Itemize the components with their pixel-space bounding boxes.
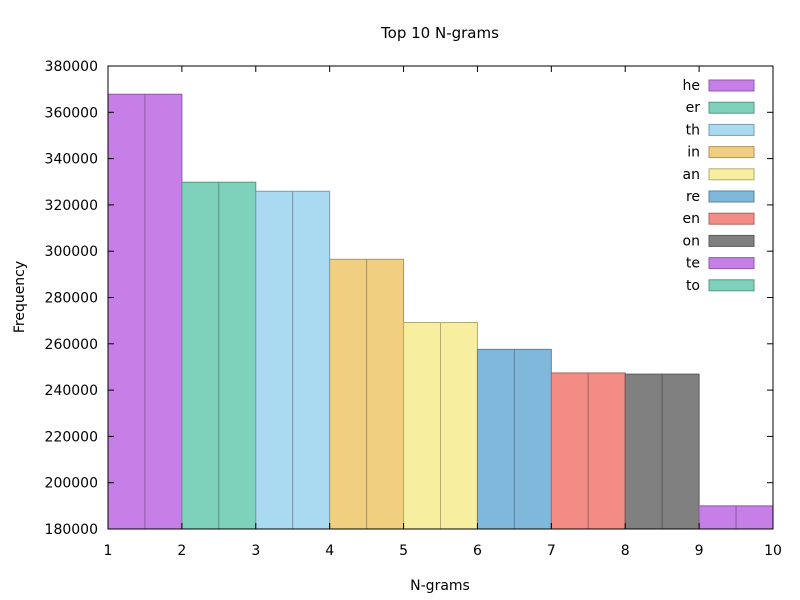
y-tick-label: 220000 <box>45 429 98 445</box>
legend-label-er: er <box>686 100 701 116</box>
legend-swatch-th <box>708 123 755 136</box>
bar-en-1 <box>550 372 589 530</box>
legend-label-te: te <box>686 256 700 272</box>
x-tick-label: 8 <box>621 543 630 559</box>
x-tick-label: 2 <box>177 543 186 559</box>
bar-in-1 <box>329 258 368 530</box>
bar-te-1 <box>698 505 737 530</box>
legend-swatch-to <box>708 279 755 292</box>
legend-label-in: in <box>687 145 700 161</box>
bar-on-2 <box>661 373 700 530</box>
bar-er-2 <box>218 181 257 530</box>
bar-re-2 <box>513 348 552 530</box>
bar-re-1 <box>476 348 515 530</box>
legend-swatch-he <box>708 79 755 92</box>
y-tick-label: 280000 <box>45 291 98 307</box>
legend-swatch-on <box>708 234 755 247</box>
x-tick-label: 7 <box>547 543 556 559</box>
bar-te-2 <box>735 505 774 530</box>
y-tick-label: 340000 <box>45 152 98 168</box>
legend-swatch-in <box>708 146 755 159</box>
bar-er-1 <box>181 181 220 530</box>
legend-label-he: he <box>683 78 701 94</box>
x-tick-label: 4 <box>325 543 334 559</box>
bar-he-1 <box>107 93 146 530</box>
legend-label-th: th <box>686 122 700 138</box>
x-axis: 1 2 3 4 5 6 7 8 9 10 <box>104 66 782 559</box>
x-tick-label: 1 <box>104 543 113 559</box>
chart-title: Top 10 N-grams <box>380 24 499 42</box>
bar-on-1 <box>624 373 663 530</box>
bar-th-1 <box>255 190 294 530</box>
legend-swatch-re <box>708 190 755 203</box>
bar-en-2 <box>587 372 626 530</box>
x-axis-label: N-grams <box>410 578 470 594</box>
y-tick-label: 300000 <box>45 244 98 260</box>
y-axis: 180000 200000 220000 240000 260000 280000 3000… <box>45 59 773 538</box>
legend-swatch-er <box>708 101 755 114</box>
bar-he-2 <box>144 93 183 530</box>
bar-th-2 <box>292 190 331 530</box>
x-tick-label: 6 <box>473 543 482 559</box>
legend-swatch-te <box>708 257 755 270</box>
y-tick-label: 200000 <box>45 476 98 492</box>
x-tick-label: 5 <box>399 543 408 559</box>
bar-an-1 <box>403 322 441 530</box>
legend-swatch-an <box>708 168 755 181</box>
y-tick-label: 260000 <box>45 337 98 353</box>
x-tick-label: 10 <box>764 543 782 559</box>
legend-label-to: to <box>686 278 700 294</box>
bars-group <box>107 93 774 530</box>
legend-label-on: on <box>683 233 700 249</box>
legend-swatch-en <box>708 212 755 225</box>
y-axis-label: Frequency <box>12 261 28 333</box>
y-tick-label: 360000 <box>45 105 98 121</box>
legend-label-en: en <box>683 211 701 227</box>
y-tick-label: 240000 <box>45 383 98 399</box>
bar-in-2 <box>366 258 405 530</box>
y-tick-label: 380000 <box>45 59 98 75</box>
y-tick-label: 180000 <box>45 522 98 538</box>
legend-label-re: re <box>686 189 700 205</box>
legend-label-an: an <box>683 167 700 183</box>
x-tick-label: 9 <box>695 543 704 559</box>
bar-an-2 <box>440 322 478 530</box>
y-tick-label: 320000 <box>45 198 98 214</box>
legend: he er th in an re en on te to <box>683 78 755 294</box>
x-tick-label: 3 <box>251 543 260 559</box>
